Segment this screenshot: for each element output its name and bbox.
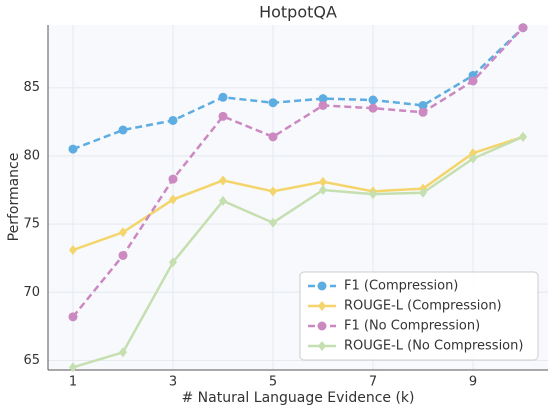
marker bbox=[469, 153, 477, 164]
marker bbox=[118, 250, 128, 260]
legend-label: ROUGE-L (No Compression) bbox=[344, 339, 523, 354]
legend-box bbox=[299, 271, 539, 361]
y-tick-label: 80 bbox=[23, 148, 40, 163]
marker bbox=[418, 100, 428, 110]
marker bbox=[268, 132, 278, 142]
x-tick-label: 9 bbox=[469, 375, 477, 390]
marker bbox=[468, 76, 478, 86]
marker bbox=[68, 144, 78, 154]
x-tick-label: 3 bbox=[169, 375, 177, 390]
marker bbox=[169, 194, 177, 205]
marker bbox=[118, 125, 128, 135]
marker bbox=[218, 111, 228, 121]
series-line bbox=[72, 135, 524, 369]
marker bbox=[317, 321, 327, 331]
x-axis-label: # Natural Language Evidence (k) bbox=[182, 390, 415, 406]
legend-label: ROUGE-L (Compression) bbox=[344, 299, 502, 314]
y-axis-label: Performance bbox=[6, 153, 22, 242]
y-tick-label: 75 bbox=[23, 217, 40, 232]
y-tick-label: 70 bbox=[23, 285, 40, 300]
marker bbox=[317, 281, 327, 291]
series-line bbox=[72, 26, 524, 151]
marker bbox=[368, 95, 378, 105]
x-tick-label: 1 bbox=[69, 375, 77, 390]
legend-label: F1 (Compression) bbox=[344, 279, 458, 294]
marker bbox=[518, 23, 528, 33]
marker bbox=[519, 131, 527, 142]
marker bbox=[169, 257, 177, 268]
y-tick-label: 85 bbox=[23, 80, 40, 95]
marker bbox=[219, 195, 227, 206]
marker bbox=[119, 227, 127, 238]
marker bbox=[269, 217, 277, 228]
chart-title: HotpotQA bbox=[259, 3, 337, 22]
marker bbox=[218, 92, 228, 102]
series-line bbox=[72, 26, 524, 318]
marker bbox=[319, 176, 327, 187]
marker bbox=[69, 245, 77, 255]
x-tick-label: 5 bbox=[269, 375, 277, 390]
y-tick-label: 65 bbox=[23, 353, 40, 368]
marker bbox=[469, 148, 477, 159]
x-tick-label: 7 bbox=[369, 375, 377, 390]
marker bbox=[318, 100, 328, 110]
marker bbox=[319, 185, 327, 195]
marker bbox=[68, 312, 78, 322]
marker bbox=[369, 189, 377, 200]
marker bbox=[119, 347, 127, 358]
marker bbox=[69, 362, 77, 373]
marker bbox=[419, 187, 427, 198]
legend: F1 (Compression) ROUGE-L (Compression) F1 … bbox=[299, 271, 539, 361]
marker bbox=[168, 115, 178, 125]
marker bbox=[318, 301, 326, 311]
marker bbox=[318, 94, 328, 104]
marker bbox=[269, 186, 277, 197]
marker bbox=[168, 174, 178, 184]
marker bbox=[368, 103, 378, 113]
marker bbox=[418, 107, 428, 117]
legend-label: F1 (No Compression) bbox=[344, 319, 480, 334]
marker bbox=[219, 175, 227, 186]
marker bbox=[318, 341, 326, 351]
marker bbox=[268, 98, 278, 108]
